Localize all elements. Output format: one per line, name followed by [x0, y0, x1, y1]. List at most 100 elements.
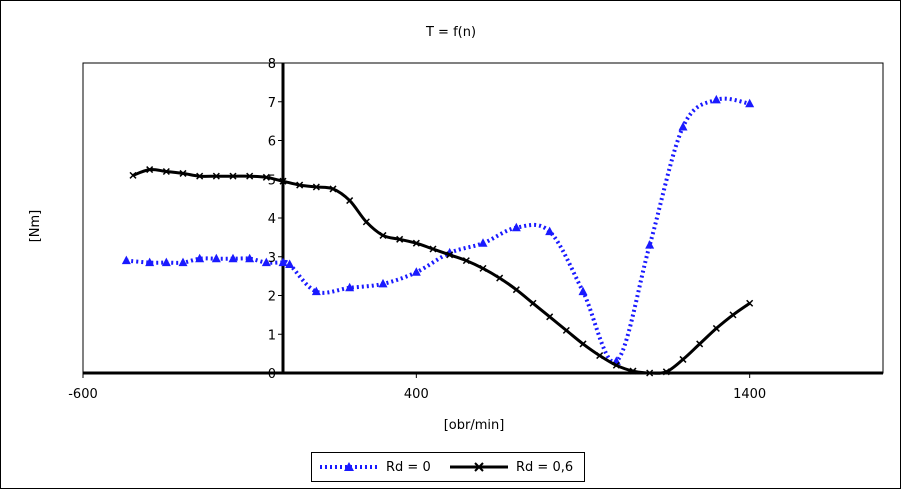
data-point	[512, 286, 520, 294]
data-point-stroke	[696, 340, 704, 348]
data-point	[396, 235, 404, 243]
data-point	[662, 368, 670, 376]
y-tick-label: 0	[268, 367, 276, 382]
data-point	[578, 286, 588, 296]
data-point	[646, 369, 654, 377]
data-point	[196, 172, 204, 180]
data-point	[529, 299, 537, 307]
data-point-stroke	[546, 313, 554, 321]
data-point-stroke	[312, 183, 320, 191]
data-point-stroke	[412, 239, 420, 247]
data-point	[229, 172, 237, 180]
data-point	[479, 264, 487, 272]
data-point	[195, 253, 205, 263]
y-tick-label: 5	[268, 173, 276, 188]
y-tick-label: 7	[268, 96, 276, 111]
data-point	[379, 231, 387, 239]
data-point-stroke	[496, 274, 504, 282]
y-tick-label: 1	[268, 328, 276, 343]
data-point	[346, 197, 354, 205]
data-point	[362, 218, 370, 226]
data-point	[412, 239, 420, 247]
data-point	[345, 282, 355, 292]
data-point-stroke	[562, 326, 570, 334]
data-point	[711, 94, 721, 104]
data-point	[261, 257, 271, 267]
data-point-stroke	[396, 235, 404, 243]
data-point	[178, 257, 188, 267]
legend-item-rd-0: Rd = 0	[318, 458, 431, 476]
data-point-stroke	[129, 171, 137, 179]
data-point	[245, 253, 255, 263]
legend-swatch-rd-06	[450, 462, 508, 472]
data-point-stroke	[446, 251, 454, 259]
legend-label-rd-0: Rd = 0	[386, 459, 431, 475]
data-point	[129, 171, 137, 179]
data-point	[546, 313, 554, 321]
data-point	[511, 222, 521, 232]
data-point	[629, 367, 637, 375]
data-point	[212, 172, 220, 180]
data-point	[329, 185, 337, 193]
data-point-stroke	[612, 361, 620, 369]
data-point	[246, 172, 254, 180]
data-point	[496, 274, 504, 282]
data-point	[228, 253, 238, 263]
data-point-stroke	[162, 167, 170, 176]
x-axis-label: [obr/min]	[444, 418, 505, 433]
data-point	[121, 255, 131, 265]
data-point	[562, 326, 570, 334]
data-point-stroke	[529, 299, 537, 307]
x-tick-label: 400	[404, 387, 429, 402]
legend: Rd = 0 Rd = 0,6	[311, 452, 585, 482]
x-tick-label: -600	[68, 387, 98, 402]
data-point	[696, 340, 704, 348]
data-point	[645, 240, 655, 249]
y-axis-label: [Nm]	[28, 210, 43, 243]
data-point-stroke	[479, 264, 487, 272]
data-point-stroke	[629, 367, 637, 375]
data-point-stroke	[179, 169, 187, 177]
y-tick-label: 6	[268, 135, 276, 150]
legend-label-rd-06: Rd = 0,6	[516, 459, 574, 475]
data-point-stroke	[679, 355, 687, 363]
data-point	[462, 257, 470, 265]
series-line-1	[132, 167, 751, 375]
data-point	[146, 166, 154, 174]
data-point-stroke	[429, 245, 437, 253]
data-point	[446, 251, 454, 259]
data-point	[746, 299, 754, 307]
data-point	[285, 259, 295, 268]
data-point	[311, 286, 321, 296]
data-point	[179, 169, 187, 177]
data-point-stroke	[346, 197, 354, 205]
y-tick-label: 8	[268, 57, 276, 72]
series-layer	[121, 94, 755, 377]
y-tick-label: 4	[268, 212, 276, 227]
data-point	[312, 183, 320, 191]
data-point	[679, 355, 687, 363]
data-point-stroke	[196, 172, 204, 180]
data-point-stroke	[746, 299, 754, 307]
data-point-stroke	[379, 231, 387, 239]
data-point-stroke	[462, 257, 470, 265]
data-point-stroke	[712, 324, 720, 332]
data-point-stroke	[212, 172, 220, 180]
data-point	[162, 167, 170, 176]
chart-title: T = f(n)	[425, 25, 476, 40]
data-point	[712, 324, 720, 332]
plot-area	[82, 62, 884, 374]
y-tick-label: 2	[268, 290, 276, 305]
y-tick-label: 3	[268, 251, 276, 266]
data-point	[429, 245, 437, 253]
data-point-stroke	[362, 218, 370, 226]
data-point-stroke	[646, 369, 654, 377]
data-point-stroke	[146, 166, 154, 174]
data-point-stroke	[262, 173, 270, 181]
data-point	[596, 352, 604, 360]
data-point-stroke	[296, 181, 304, 189]
data-point-stroke	[729, 311, 737, 319]
x-tick-label: 1400	[733, 387, 766, 402]
